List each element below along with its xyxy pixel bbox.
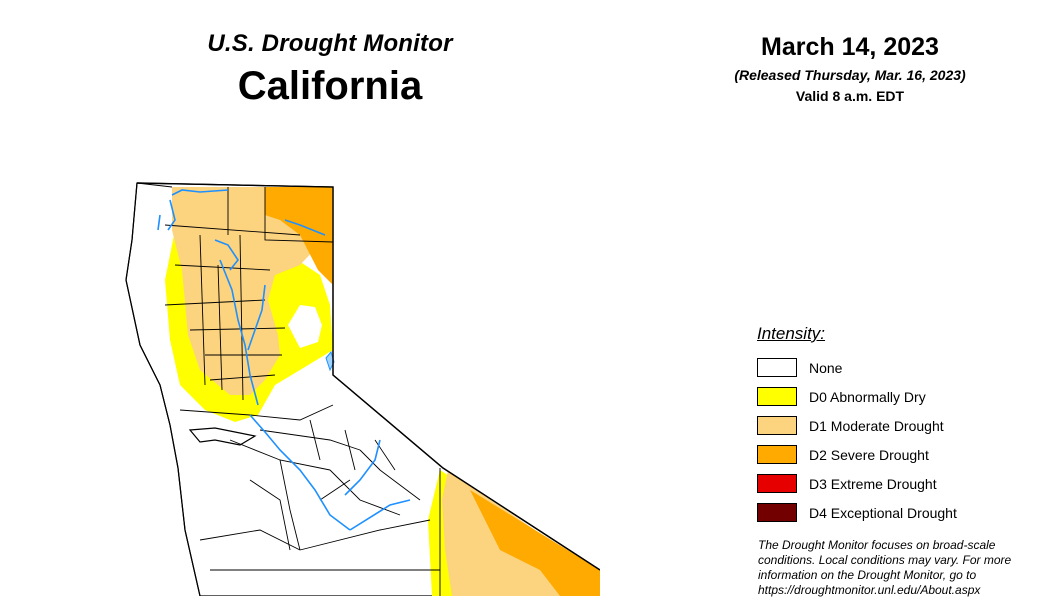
legend-swatch <box>757 358 797 377</box>
legend-label: D0 Abnormally Dry <box>809 388 926 405</box>
title-block: U.S. Drought Monitor California <box>160 30 500 109</box>
legend-label: D4 Exceptional Drought <box>809 504 957 521</box>
legend-item: None <box>757 353 1052 382</box>
drought-areas <box>165 187 600 596</box>
county-boundaries <box>136 182 441 596</box>
d2-area-south <box>470 490 600 596</box>
legend-swatch <box>757 387 797 406</box>
map-date: March 14, 2023 <box>761 33 939 61</box>
release-date: (Released Thursday, Mar. 16, 2023) <box>734 67 966 83</box>
legend-label: D3 Extreme Drought <box>809 475 937 492</box>
legend-item: D1 Moderate Drought <box>757 411 1052 440</box>
d2-area-northeast <box>265 187 333 285</box>
bay-area <box>188 427 257 446</box>
legend-swatch <box>757 503 797 522</box>
waterways <box>157 189 411 531</box>
none-pocket <box>288 305 322 348</box>
map-title: California <box>237 64 423 108</box>
date-block: March 14, 2023 (Released Thursday, Mar. … <box>700 33 1000 104</box>
legend-label: None <box>809 359 843 376</box>
map-subtitle: U.S. Drought Monitor <box>207 30 453 57</box>
legend-title: Intensity: <box>757 324 826 343</box>
legend-label: D1 Moderate Drought <box>809 417 944 434</box>
legend-swatch <box>757 416 797 435</box>
legend-items: None D0 Abnormally Dry D1 Moderate Drought… <box>757 353 1052 527</box>
legend-swatch <box>757 445 797 464</box>
legend-item: D2 Severe Drought <box>757 440 1052 469</box>
legend-item: D4 Exceptional Drought <box>757 498 1052 527</box>
coastline <box>125 182 201 596</box>
d1-area-north <box>172 187 333 395</box>
lake-tahoe <box>325 350 335 372</box>
legend-item: D3 Extreme Drought <box>757 469 1052 498</box>
drought-monitor-note: The Drought Monitor focuses on broad-sca… <box>758 538 1012 597</box>
california-drought-map <box>125 182 600 596</box>
legend-swatch <box>757 474 797 493</box>
valid-time: Valid 8 a.m. EDT <box>795 88 905 104</box>
legend: Intensity: None D0 Abnormally Dry D1 Moder… <box>757 324 1052 527</box>
state-outline <box>136 182 600 571</box>
legend-item: D0 Abnormally Dry <box>757 382 1052 411</box>
legend-label: D2 Severe Drought <box>809 446 929 463</box>
